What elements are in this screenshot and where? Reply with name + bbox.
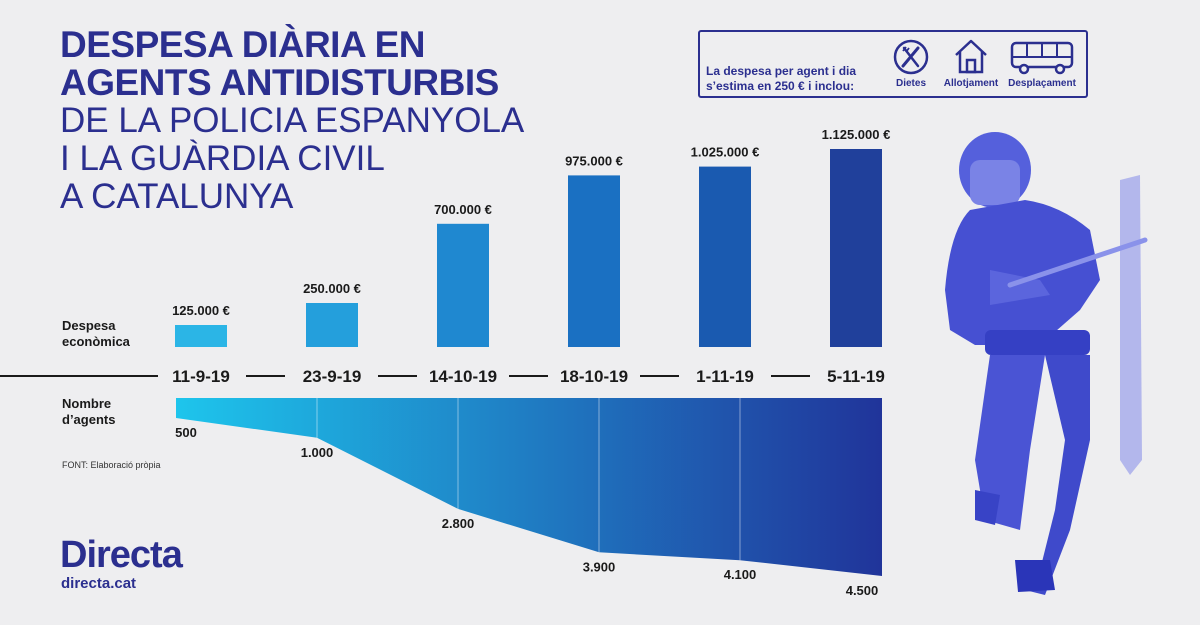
title-line-5: A CATALUNYA: [60, 177, 294, 216]
agents-value-label-1: 1.000: [301, 445, 334, 460]
bar-5: [830, 149, 882, 347]
bar-value-label-3: 975.000 €: [565, 153, 623, 168]
title-line-1: DESPESA DIÀRIA EN: [60, 24, 426, 65]
dietes-label: Dietes: [895, 78, 926, 89]
bar-2: [437, 223, 489, 347]
allotjament-item: Allotjament: [940, 36, 1002, 89]
date-label-3: 18-10-19: [560, 367, 628, 386]
agents-value-label-3: 3.900: [583, 559, 616, 574]
source-note: FONT: Elaboració pròpia: [62, 460, 161, 470]
nombre-label: Nombre d’agents: [62, 396, 116, 427]
fork-knife-icon: [893, 39, 929, 75]
title-block: DESPESA DIÀRIA EN AGENTS ANTIDISTURBIS D…: [60, 26, 524, 216]
info-box: La despesa per agent i dia s’estima en 2…: [698, 30, 1088, 98]
agents-value-label-0: 500: [175, 425, 197, 440]
date-label-2: 14-10-19: [429, 367, 497, 386]
area-layer: 500 1.000 2.800 3.900 4.100 4.500: [175, 398, 882, 598]
title-line-4: I LA GUÀRDIA CIVIL: [60, 139, 385, 178]
despesa-label: Despesa econòmica: [62, 318, 130, 349]
dietes-item: Dietes: [886, 38, 936, 89]
date-label-0: 11-9-19: [172, 367, 230, 386]
allotjament-label: Allotjament: [943, 78, 999, 89]
info-text: La despesa per agent i dia s’estima en 2…: [706, 64, 857, 93]
date-label-1: 23-9-19: [303, 367, 362, 386]
bar-value-label-4: 1.025.000 €: [691, 145, 760, 160]
bar-value-label-1: 250.000 €: [303, 281, 361, 296]
bars-layer: 125.000 € 250.000 € 700.000 € 975.000 € 1.02…: [172, 127, 890, 347]
bar-4: [699, 166, 751, 347]
agents-value-label-4: 4.100: [724, 567, 757, 582]
bar-value-label-2: 700.000 €: [434, 202, 492, 217]
title-line-2: AGENTS ANTIDISTURBIS: [60, 62, 499, 103]
agents-value-label-2: 2.800: [442, 516, 475, 531]
desplacament-label: Desplaçament: [1008, 78, 1076, 89]
bar-value-label-5: 1.125.000 €: [822, 127, 891, 142]
logo-name: Directa: [60, 534, 183, 576]
date-label-4: 1-11-19: [696, 367, 754, 386]
agents-area: [176, 398, 882, 576]
logo-url: directa.cat: [61, 575, 137, 592]
house-icon: [955, 39, 987, 74]
axis-layer: 11-9-19 23-9-19 14-10-19 18-10-19 1-11-19 5-1…: [0, 367, 885, 386]
logo: Directa directa.cat: [60, 534, 183, 592]
title-line-3: DE LA POLICIA ESPANYOLA: [60, 101, 525, 140]
date-label-5: 5-11-19: [827, 367, 885, 386]
bar-1: [306, 303, 358, 347]
agents-value-label-5: 4.500: [846, 583, 879, 598]
van-icon: [1010, 41, 1074, 75]
officer-photo: [945, 132, 1148, 595]
bar-3: [568, 175, 620, 347]
desplacament-item: Desplaçament: [1004, 40, 1080, 89]
bar-0: [175, 325, 227, 347]
bar-value-label-0: 125.000 €: [172, 303, 230, 318]
